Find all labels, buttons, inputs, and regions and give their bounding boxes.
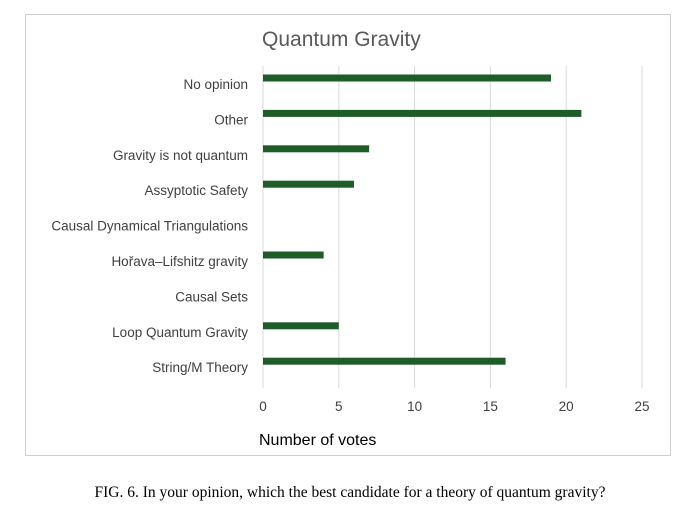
category-label: Causal Sets xyxy=(175,289,248,304)
bar xyxy=(263,74,552,82)
bar xyxy=(263,251,324,259)
bar xyxy=(263,322,339,330)
category-label: No opinion xyxy=(183,77,248,92)
x-tick-label: 20 xyxy=(559,399,574,414)
x-tick-labels: 0 5 10 15 20 25 xyxy=(259,399,649,414)
x-tick-label: 15 xyxy=(483,399,498,414)
bar xyxy=(263,109,582,117)
bar xyxy=(263,357,506,365)
category-label: Assyptotic Safety xyxy=(144,183,248,198)
category-label: Other xyxy=(214,112,248,127)
gridlines xyxy=(262,66,643,388)
chart-frame xyxy=(25,14,671,456)
bar xyxy=(263,145,370,153)
category-label: Gravity is not quantum xyxy=(113,148,248,163)
x-axis-label: Number of votes xyxy=(259,432,377,449)
category-label: Causal Dynamical Triangulations xyxy=(51,219,248,234)
figure-caption: FIG. 6. In your opinion, which the best … xyxy=(94,484,606,501)
bar xyxy=(263,180,354,188)
bars xyxy=(263,74,582,365)
x-tick-label: 10 xyxy=(407,399,422,414)
category-labels: No opinion Other Gravity is not quantum Ass… xyxy=(51,77,248,375)
chart-title: Quantum Gravity xyxy=(262,28,421,51)
category-label: Loop Quantum Gravity xyxy=(112,325,248,340)
category-label: String/M Theory xyxy=(152,360,248,375)
x-tick-label: 25 xyxy=(634,399,649,414)
category-label: Hořava–Lifshitz gravity xyxy=(111,254,248,269)
x-tick-label: 5 xyxy=(335,399,343,414)
x-tick-label: 0 xyxy=(259,399,267,414)
